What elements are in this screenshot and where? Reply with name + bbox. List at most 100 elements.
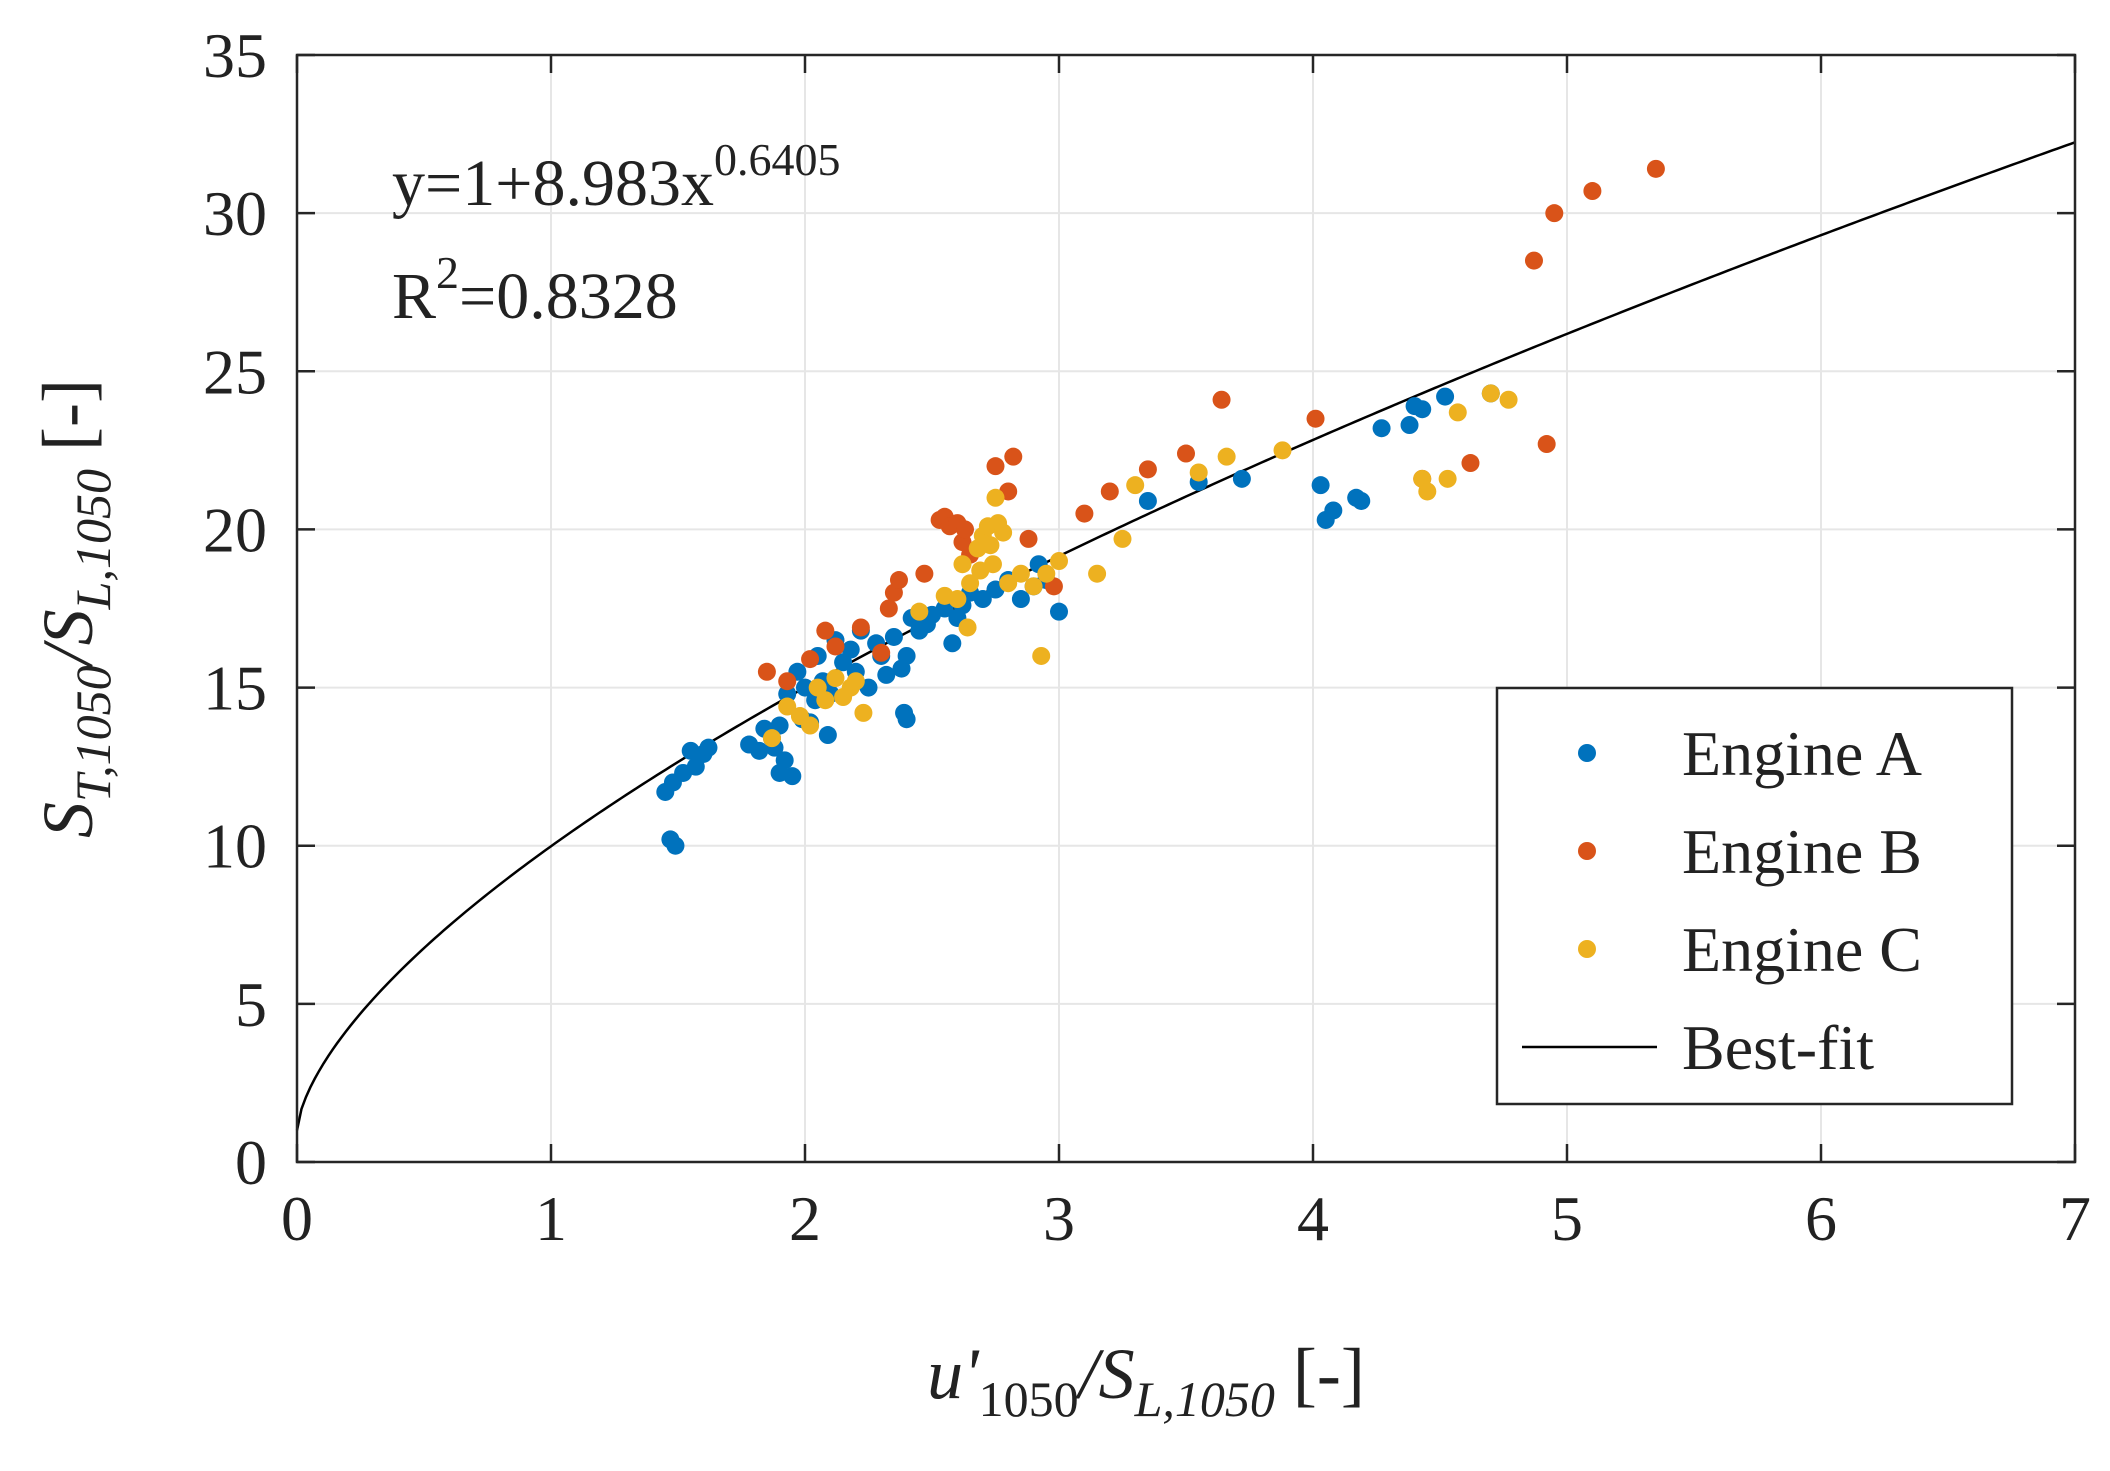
data-point <box>884 627 903 646</box>
data-point <box>1448 403 1467 422</box>
data-point <box>999 574 1018 593</box>
data-point <box>981 536 1000 555</box>
data-point <box>1217 447 1236 466</box>
x-label-slash: /S <box>1075 1334 1135 1414</box>
x-label-unit: [-] <box>1275 1334 1365 1414</box>
y-tick-label: 15 <box>203 653 267 724</box>
data-point <box>877 665 896 684</box>
x-tick-label: 6 <box>1805 1183 1837 1254</box>
data-point <box>1418 482 1437 501</box>
y-label-main: S <box>28 802 108 838</box>
data-point <box>757 662 776 681</box>
data-point <box>1088 564 1107 583</box>
data-point <box>762 729 781 748</box>
data-point <box>818 726 837 745</box>
data-point <box>1306 409 1325 428</box>
x-label-sub1: 1050 <box>979 1371 1079 1427</box>
y-tick-label: 20 <box>203 494 267 565</box>
data-point <box>1177 444 1195 463</box>
fit-equation: y=1+8.983x0.6405 <box>392 134 840 220</box>
data-point <box>953 555 972 574</box>
x-tick-label: 2 <box>789 1183 821 1254</box>
grid <box>297 55 2075 1162</box>
r-squared-exponent: 2 <box>436 247 459 298</box>
legend-marker-engine-a <box>1578 744 1596 762</box>
data-point <box>846 672 865 691</box>
data-point <box>1189 463 1208 482</box>
data-point <box>1400 416 1419 435</box>
data-point <box>1004 447 1023 466</box>
data-point <box>816 691 835 710</box>
data-point <box>1011 564 1030 583</box>
y-tick-label: 25 <box>203 336 267 407</box>
data-point <box>1011 590 1030 609</box>
data-point <box>1324 501 1343 520</box>
data-point <box>778 672 797 691</box>
r-squared-base: R <box>392 260 436 333</box>
data-point <box>1100 482 1119 501</box>
data-point <box>666 836 685 855</box>
data-point <box>1481 384 1500 403</box>
data-point <box>1545 204 1564 223</box>
data-point <box>851 618 870 637</box>
best-fit-curve-layer <box>295 141 2076 1131</box>
series-engine-b <box>757 159 1665 691</box>
y-label-unit: [-] <box>28 379 108 469</box>
data-point <box>986 457 1005 476</box>
data-point <box>750 741 769 760</box>
x-tick-label: 5 <box>1551 1183 1583 1254</box>
data-point <box>796 678 814 697</box>
data-point <box>958 618 977 637</box>
data-point <box>1499 390 1518 409</box>
data-point <box>1050 552 1068 571</box>
data-point <box>986 488 1005 507</box>
y-tick-label: 35 <box>203 20 267 91</box>
data-point <box>994 523 1013 542</box>
data-point <box>816 621 835 640</box>
data-point <box>775 751 794 770</box>
axis-ticks <box>295 53 2077 1164</box>
data-point <box>973 590 992 609</box>
x-tick-label: 1 <box>535 1183 567 1254</box>
data-point <box>889 571 908 590</box>
data-point <box>1583 182 1602 201</box>
data-point <box>910 602 929 621</box>
fit-equation-exponent: 0.6405 <box>714 134 841 185</box>
y-label-sub2: L,1050 <box>65 469 121 610</box>
data-point <box>826 637 845 656</box>
data-point <box>1138 491 1157 510</box>
data-point <box>699 738 718 757</box>
data-point <box>1646 159 1665 178</box>
data-point <box>778 697 797 716</box>
data-point <box>801 650 820 669</box>
data-point <box>915 564 934 583</box>
data-point <box>1138 460 1157 479</box>
data-point <box>1273 441 1292 460</box>
data-point <box>983 555 1002 574</box>
data-point <box>1413 400 1432 419</box>
data-point <box>1438 469 1457 488</box>
data-point <box>1019 529 1038 548</box>
data-point <box>1113 529 1132 548</box>
legend-label-engine-c: Engine C <box>1682 914 1922 985</box>
legend-marker-engine-c <box>1578 940 1596 958</box>
x-tick-label: 0 <box>281 1183 313 1254</box>
series-engine-c <box>762 384 1518 748</box>
data-point <box>1232 469 1251 488</box>
x-label-main: u' <box>927 1334 980 1414</box>
x-tick-label: 3 <box>1043 1183 1075 1254</box>
legend-label-best-fit: Best-fit <box>1682 1012 1874 1083</box>
data-point <box>826 669 845 688</box>
tick-labels: 0 1 2 3 4 5 6 7 0 5 10 15 20 25 30 35 <box>203 20 2091 1254</box>
data-point <box>943 634 962 653</box>
data-point <box>1537 435 1556 454</box>
data-point <box>1372 419 1391 438</box>
data-point <box>1352 491 1371 510</box>
y-label-slash: /S <box>28 609 108 669</box>
data-point <box>879 599 898 618</box>
best-fit-curve <box>295 141 2076 1131</box>
y-tick-label: 5 <box>235 969 267 1040</box>
y-tick-label: 30 <box>203 178 267 249</box>
y-axis-label: ST,1050/SL,1050 [-] <box>28 379 121 838</box>
